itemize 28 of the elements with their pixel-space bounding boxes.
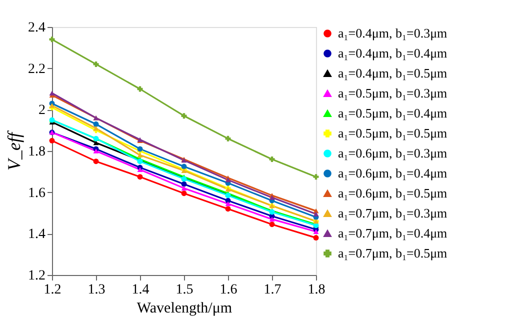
x-tick-label: 1.7: [264, 282, 282, 298]
legend-label: a₁=0.7μm, b₁=0.5μm: [338, 246, 448, 260]
legend-label: a₁=0.7μm, b₁=0.4μm: [338, 226, 448, 240]
x-tick-label: 1.6: [220, 282, 238, 298]
legend-label: a₁=0.4μm, b₁=0.3μm: [338, 26, 448, 40]
legend-label: a₁=0.5μm, b₁=0.3μm: [338, 86, 448, 100]
y-axis-title: V_eff: [4, 130, 24, 170]
y-tick-label: 2: [38, 103, 46, 118]
legend-label: a₁=0.4μm, b₁=0.4μm: [338, 46, 448, 60]
legend-label: a₁=0.6μm, b₁=0.4μm: [338, 166, 448, 180]
legend-label: a₁=0.5μm, b₁=0.5μm: [338, 126, 448, 140]
x-tick-label: 1.2: [44, 282, 62, 298]
y-tick-label: 1.6: [28, 186, 46, 201]
x-tick-label: 1.8: [308, 282, 326, 298]
x-tick-label: 1.3: [88, 282, 106, 298]
legend-label: a₁=0.4μm, b₁=0.5μm: [338, 66, 448, 80]
legend-label: a₁=0.5μm, b₁=0.4μm: [338, 106, 448, 120]
y-tick-label: 1.4: [28, 227, 46, 242]
x-tick-label: 1.4: [132, 282, 150, 298]
y-tick-label: 2.2: [28, 62, 46, 77]
legend-label: a₁=0.6μm, b₁=0.5μm: [338, 186, 448, 200]
y-tick-label: 2.4: [28, 20, 46, 36]
y-tick-label: 1.8: [28, 144, 46, 160]
x-axis-title: Wavelength/μm: [136, 300, 232, 316]
y-tick-label: 1.2: [28, 268, 46, 284]
x-tick-label: 1.5: [176, 282, 194, 298]
legend-label: a₁=0.6μm, b₁=0.3μm: [338, 146, 448, 160]
legend-label: a₁=0.7μm, b₁=0.3μm: [338, 206, 448, 220]
